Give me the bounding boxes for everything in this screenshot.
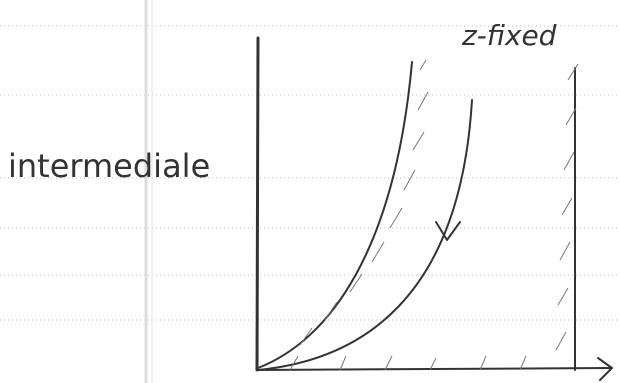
y-axis [257, 38, 258, 370]
hatching [290, 60, 578, 370]
upper-curve [258, 62, 412, 368]
axes [257, 38, 612, 380]
axis-label: intermediale [8, 147, 210, 185]
curves [258, 62, 472, 370]
region-label: z-fixed [461, 19, 557, 52]
paper-lines [0, 0, 620, 383]
sketch: intermediale z-fixed [0, 0, 620, 383]
x-axis [257, 368, 610, 370]
lower-curve [258, 100, 472, 370]
